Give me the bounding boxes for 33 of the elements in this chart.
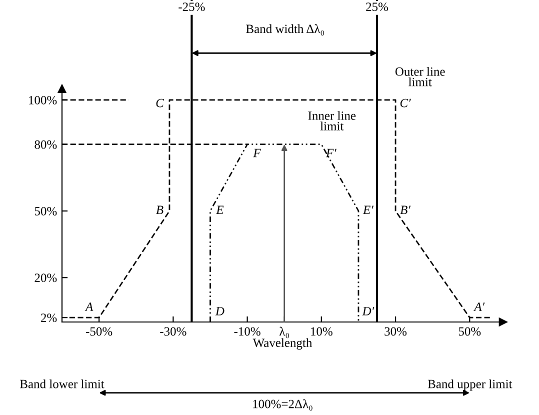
annotation: E xyxy=(216,206,224,214)
x-tick-label: -50% xyxy=(86,327,112,336)
annotation: Band width Δλ₀ xyxy=(246,24,324,36)
annotation: Outer line limit xyxy=(395,67,445,86)
annotation: A xyxy=(84,302,94,311)
x-tick-label: -10% xyxy=(234,327,260,336)
annotation: A′ xyxy=(474,302,485,311)
text: 100%=2Δλ₀ xyxy=(253,399,312,411)
x-axis-title: Wavelength xyxy=(252,338,312,350)
x-tick-label: 30% xyxy=(384,327,407,336)
y-tick-label: 80% xyxy=(34,140,57,149)
annotation: B′ xyxy=(400,206,411,214)
x-tick-label: 10% xyxy=(311,327,332,336)
annotation: F′ xyxy=(326,148,336,158)
y-tick-label: 100% xyxy=(29,96,57,104)
annotation: C xyxy=(156,98,164,108)
ref-line-label: 25% xyxy=(366,2,388,12)
x-tick-label: -30% xyxy=(160,327,186,336)
annotation: C′ xyxy=(400,98,411,108)
x-tick-label: 50% xyxy=(458,327,481,336)
text: Band upper limit xyxy=(428,379,512,391)
x-tick-label: λ₀ xyxy=(279,326,289,338)
annotation: B xyxy=(156,206,164,214)
annotation: D′ xyxy=(362,307,374,316)
y-tick-label: 20% xyxy=(34,274,57,282)
annotation: Inner line limit xyxy=(308,111,356,130)
annotation: D xyxy=(215,307,224,316)
annotation: E′ xyxy=(362,206,374,214)
ref-line-label: -25% xyxy=(178,2,205,12)
text: Band lower limit xyxy=(20,379,104,388)
annotation: F xyxy=(253,148,261,158)
y-tick-label: 50% xyxy=(34,206,57,216)
y-tick-label: 2% xyxy=(41,314,57,322)
